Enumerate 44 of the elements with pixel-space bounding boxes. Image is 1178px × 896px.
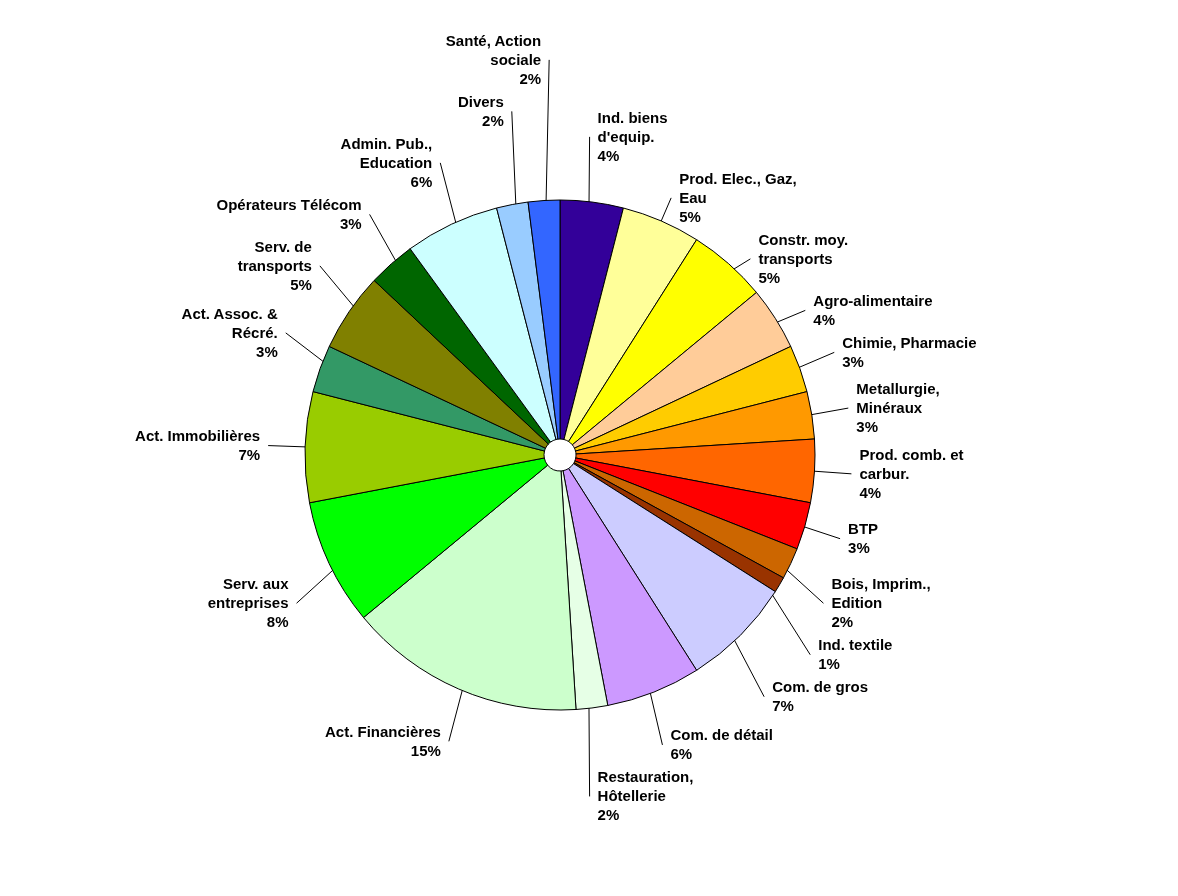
slice-label: Metallurgie, Minéraux bbox=[856, 380, 940, 417]
slice-label: Act. Assoc. & Récré. bbox=[181, 304, 278, 341]
data-label: 4% bbox=[597, 146, 620, 164]
slice-label: Prod. Elec., Gaz, Eau bbox=[679, 169, 797, 206]
slice-label: Serv. de transports bbox=[237, 237, 312, 274]
slice-label: Agro-alimentaire bbox=[813, 291, 933, 309]
slice-label: Ind. textile bbox=[818, 636, 893, 654]
data-label: 15% bbox=[410, 741, 441, 759]
data-label: 3% bbox=[339, 214, 362, 232]
slice-label: Chimie, Pharmacie bbox=[842, 333, 977, 351]
slice-label: Ind. biens d'equip. bbox=[597, 108, 668, 145]
slice-label: Serv. aux entreprises bbox=[207, 575, 290, 612]
slice-label: Restauration, Hôtellerie bbox=[597, 768, 694, 805]
data-label: 5% bbox=[758, 268, 781, 286]
slice-label: Constr. moy. transports bbox=[758, 230, 849, 267]
data-label: 2% bbox=[519, 69, 542, 87]
data-label: 2% bbox=[597, 806, 620, 824]
slice-label: Act. Immobilières bbox=[135, 427, 261, 445]
data-label: 3% bbox=[848, 539, 870, 557]
data-label: 8% bbox=[266, 613, 289, 631]
data-label: 7% bbox=[772, 697, 794, 715]
data-label: 6% bbox=[670, 745, 693, 763]
data-label: 3% bbox=[856, 418, 878, 436]
data-label: 6% bbox=[410, 172, 433, 190]
slice-label: Act. Financières bbox=[324, 722, 441, 740]
slice-label: Com. de gros bbox=[772, 678, 868, 696]
data-label: 1% bbox=[818, 655, 840, 673]
slice-label: Opérateurs Télécom bbox=[216, 195, 362, 213]
data-label: 7% bbox=[238, 446, 261, 464]
slice-label: Com. de détail bbox=[670, 726, 773, 744]
data-label: 2% bbox=[482, 111, 504, 129]
data-label: 3% bbox=[842, 352, 864, 370]
data-label: 5% bbox=[290, 275, 312, 293]
data-label: 2% bbox=[831, 613, 854, 631]
data-label: 4% bbox=[859, 483, 882, 501]
slice-label: BTP bbox=[848, 520, 879, 538]
slice-label: Admin. Pub., Education bbox=[340, 134, 433, 171]
slice-label: Bois, Imprim., Edition bbox=[831, 575, 931, 612]
data-label: 3% bbox=[256, 342, 278, 360]
slice-label: Santé, Action sociale bbox=[445, 31, 542, 68]
slice-label: Prod. comb. et carbur. bbox=[859, 445, 964, 482]
data-label: 4% bbox=[813, 310, 835, 328]
data-label: 5% bbox=[679, 207, 701, 225]
slice-label: Divers bbox=[457, 92, 504, 110]
